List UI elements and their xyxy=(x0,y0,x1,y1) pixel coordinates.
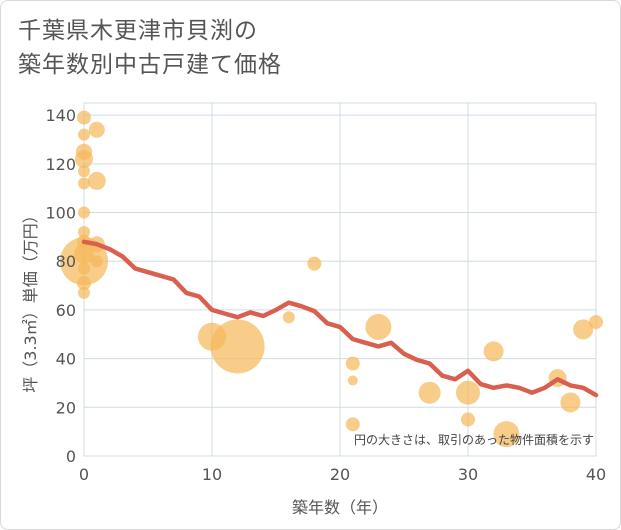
y-tick-label: 60 xyxy=(56,301,76,320)
data-bubble xyxy=(78,206,90,219)
data-bubble xyxy=(90,255,103,268)
trend-line xyxy=(81,239,599,398)
tick-labels: 0 20 40 60 80 100 120 140 0 10 20 30 40 xyxy=(45,106,606,484)
data-bubble xyxy=(560,392,581,413)
data-bubble xyxy=(365,313,392,340)
data-bubble xyxy=(210,319,265,374)
bubble-layer xyxy=(60,110,603,448)
x-tick-label: 10 xyxy=(202,465,222,484)
data-bubble xyxy=(307,256,322,271)
y-tick-label: 100 xyxy=(45,204,76,223)
data-bubble xyxy=(77,276,91,291)
grid-layer xyxy=(83,102,597,457)
data-bubble xyxy=(589,315,603,330)
data-bubble xyxy=(456,380,480,405)
data-bubble xyxy=(347,375,358,386)
data-bubble xyxy=(78,226,90,239)
y-tick-label: 120 xyxy=(45,155,76,174)
x-tick-label: 20 xyxy=(330,465,350,484)
x-tick-label: 0 xyxy=(79,465,89,484)
x-tick-label: 40 xyxy=(586,465,606,484)
data-bubble xyxy=(78,128,90,141)
y-tick-label: 0 xyxy=(66,447,76,466)
data-bubble xyxy=(78,165,90,178)
data-bubble xyxy=(573,319,594,340)
data-bubble xyxy=(78,177,90,190)
data-bubble xyxy=(87,171,106,190)
y-tick-label: 40 xyxy=(56,350,76,369)
data-bubble xyxy=(345,356,360,371)
data-bubble xyxy=(75,149,93,168)
trend-line-layer xyxy=(81,239,599,398)
y-tick-label: 80 xyxy=(56,252,76,271)
x-axis-label: 築年数（年） xyxy=(292,498,388,517)
y-axis-label: 坪（3.3㎡）単価（万円） xyxy=(21,207,40,392)
data-bubble xyxy=(493,421,520,448)
chart-title: 千葉県木更津市貝渕の 築年数別中古戸建て価格 xyxy=(18,18,282,78)
data-bubble xyxy=(78,262,90,275)
data-bubble xyxy=(78,286,90,299)
y-tick-label: 20 xyxy=(56,398,76,417)
x-tick-label: 30 xyxy=(458,465,478,484)
size-annotation: 円の大きさは、取引のあった物件面積を示す xyxy=(354,432,594,447)
data-bubble xyxy=(77,110,91,125)
data-bubble xyxy=(345,417,360,432)
data-bubble xyxy=(461,412,475,427)
data-bubble xyxy=(282,311,295,324)
data-bubble xyxy=(483,341,504,362)
y-tick-label: 140 xyxy=(45,106,76,125)
data-bubble xyxy=(418,381,441,404)
data-bubble xyxy=(88,121,105,138)
